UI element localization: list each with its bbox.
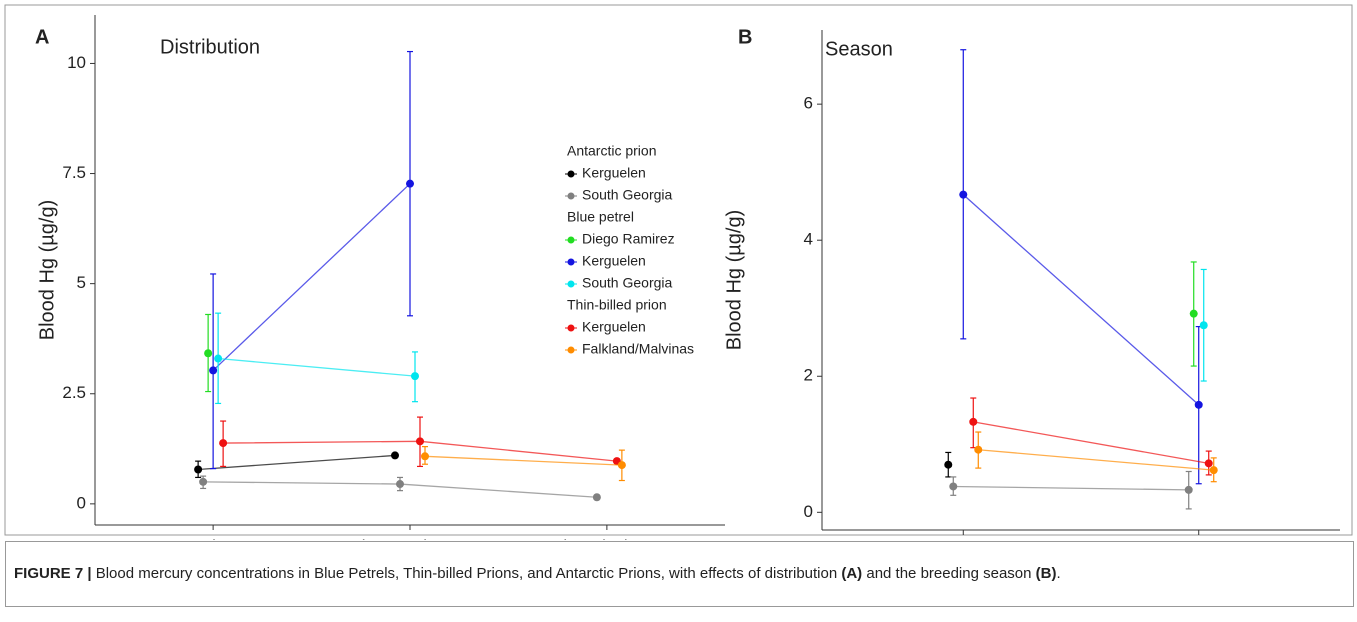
- caption-label: FIGURE 7 |: [14, 565, 92, 582]
- legend-group-title: Thin-billed prion: [567, 297, 667, 313]
- point: [416, 437, 424, 446]
- point: [969, 417, 978, 426]
- point: [219, 439, 228, 448]
- point: [1209, 466, 1218, 475]
- legend-label: Falkland/Malvinas: [582, 341, 694, 357]
- point: [959, 190, 968, 199]
- legend-label: Diego Ramirez: [582, 231, 675, 247]
- series-line: [962, 194, 1200, 406]
- y-tick-label: 2: [804, 366, 813, 385]
- legend-key: [567, 192, 575, 200]
- panel-letter: B: [738, 26, 752, 48]
- caption-text: and the breeding season: [862, 565, 1036, 582]
- point: [194, 465, 203, 474]
- series-line: [424, 455, 622, 466]
- legend-label: South Georgia: [582, 275, 672, 291]
- x-tick-label: Subtropical Zone: [543, 536, 672, 540]
- point: [1204, 459, 1213, 468]
- legend-key: [567, 236, 575, 244]
- legend-group-title: Blue petrel: [567, 209, 634, 225]
- y-tick-label: 7.5: [62, 163, 86, 182]
- legend-label: Kerguelen: [582, 165, 646, 181]
- y-tick-label: 0: [77, 493, 86, 512]
- point: [944, 460, 953, 469]
- series-line: [212, 183, 411, 371]
- panel-title: Season: [825, 38, 893, 60]
- point: [617, 461, 626, 470]
- y-axis-label: Blood Hg (µg/g): [36, 200, 58, 340]
- legend-key: [567, 280, 575, 288]
- y-tick-label: 10: [67, 53, 86, 72]
- panel-letter: A: [35, 26, 49, 48]
- legend-group-title: Antarctic prion: [567, 143, 656, 159]
- point: [949, 482, 958, 491]
- point: [214, 354, 223, 363]
- point: [1184, 485, 1193, 494]
- point: [1194, 400, 1203, 409]
- point: [411, 372, 419, 381]
- legend-key: [567, 170, 575, 178]
- x-tick-label: Subantarctic Zone: [341, 536, 479, 540]
- point: [391, 451, 399, 460]
- frame: [4, 4, 1353, 536]
- legend-key: [567, 324, 575, 332]
- series-line: [973, 421, 1209, 464]
- y-tick-label: 4: [804, 230, 813, 249]
- figure: 0 2.5 5 7.5 10 Antarctic Zone Subantarctic Zon…: [4, 4, 1353, 540]
- point: [406, 179, 414, 188]
- caption-b: (B): [1035, 565, 1057, 582]
- series-line: [978, 449, 1214, 471]
- caption-a: (A): [841, 565, 863, 582]
- panel-title: Distribution: [160, 36, 260, 58]
- point: [209, 366, 218, 375]
- series-line: [953, 485, 1189, 491]
- legend-label: South Georgia: [582, 187, 672, 203]
- point: [1189, 309, 1198, 318]
- y-tick-label: 2.5: [62, 383, 86, 402]
- legend-key: [567, 346, 575, 354]
- point: [199, 477, 208, 486]
- caption-text: Blood mercury concentrations in Blue Pet…: [91, 565, 842, 582]
- x-tick-label: Antarctic Zone: [158, 536, 268, 540]
- point: [1199, 321, 1208, 330]
- y-tick-label: 5: [77, 273, 86, 292]
- point: [592, 493, 601, 502]
- point: [204, 349, 213, 358]
- legend-key: [567, 258, 575, 266]
- caption-text: .: [1056, 565, 1061, 582]
- y-tick-label: 6: [804, 94, 813, 113]
- legend-label: Kerguelen: [582, 319, 646, 335]
- series-line: [198, 454, 396, 471]
- legend-label: Kerguelen: [582, 253, 646, 269]
- point: [396, 480, 404, 489]
- y-axis-label: Blood Hg (µg/g): [723, 210, 745, 350]
- point: [421, 452, 429, 461]
- series-line: [218, 357, 416, 377]
- caption: FIGURE 7 | Blood mercury concentrations …: [5, 541, 1354, 607]
- point: [974, 445, 983, 454]
- y-tick-label: 0: [804, 502, 813, 521]
